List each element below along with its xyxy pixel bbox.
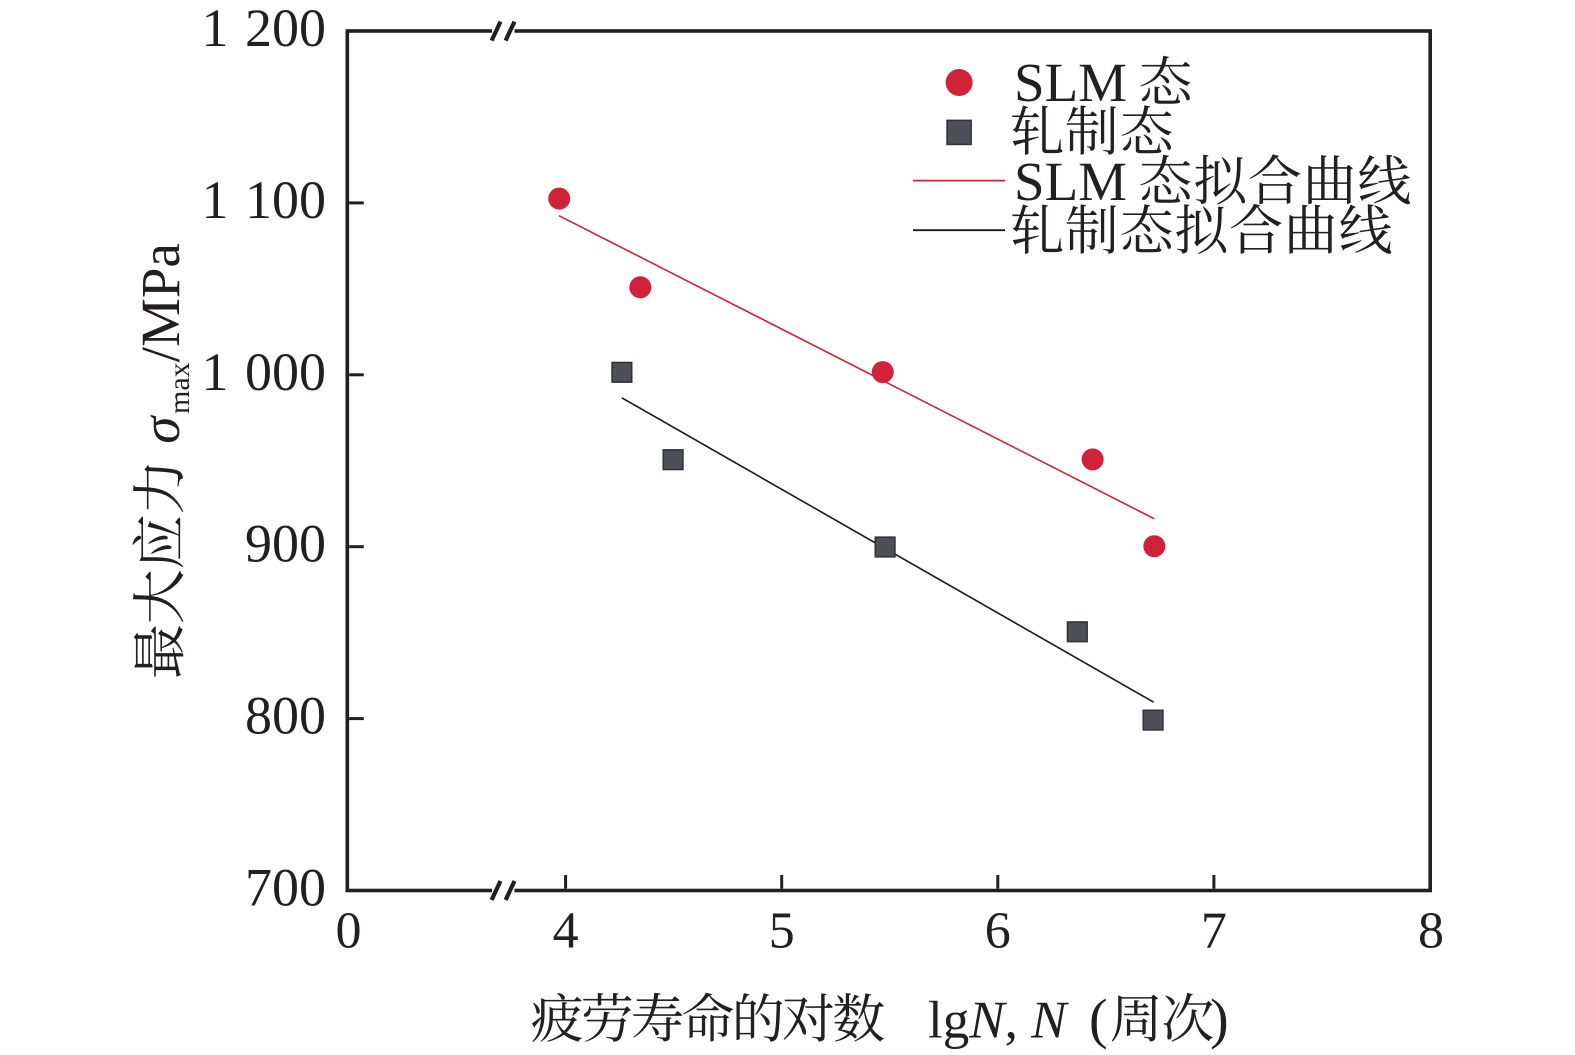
svg-text:): ) <box>1210 989 1229 1051</box>
svg-text:/MPa: /MPa <box>130 243 191 362</box>
svg-text:σ: σ <box>130 415 191 444</box>
svg-text:700: 700 <box>245 858 326 918</box>
svg-text:4: 4 <box>553 903 579 960</box>
svg-text:800: 800 <box>245 686 326 746</box>
svg-text:1: 1 <box>202 0 229 58</box>
svg-text:1: 1 <box>202 170 229 230</box>
svg-text:1: 1 <box>202 342 229 402</box>
svg-text:5: 5 <box>769 903 795 960</box>
svg-text:0: 0 <box>336 903 362 960</box>
svg-text:200: 200 <box>245 0 326 58</box>
svg-text:6: 6 <box>985 903 1011 960</box>
svg-text:lgN, N: lgN, N <box>928 992 1069 1050</box>
svg-text:100: 100 <box>245 170 326 230</box>
svg-text:(: ( <box>1089 989 1108 1051</box>
svg-text:900: 900 <box>245 514 326 574</box>
svg-text:000: 000 <box>245 342 326 402</box>
svg-text:SLM: SLM <box>1014 52 1127 113</box>
svg-text:8: 8 <box>1418 903 1444 960</box>
svg-text:7: 7 <box>1201 903 1227 960</box>
svg-text:max: max <box>163 362 196 414</box>
svg-text:SLM: SLM <box>1014 151 1127 212</box>
